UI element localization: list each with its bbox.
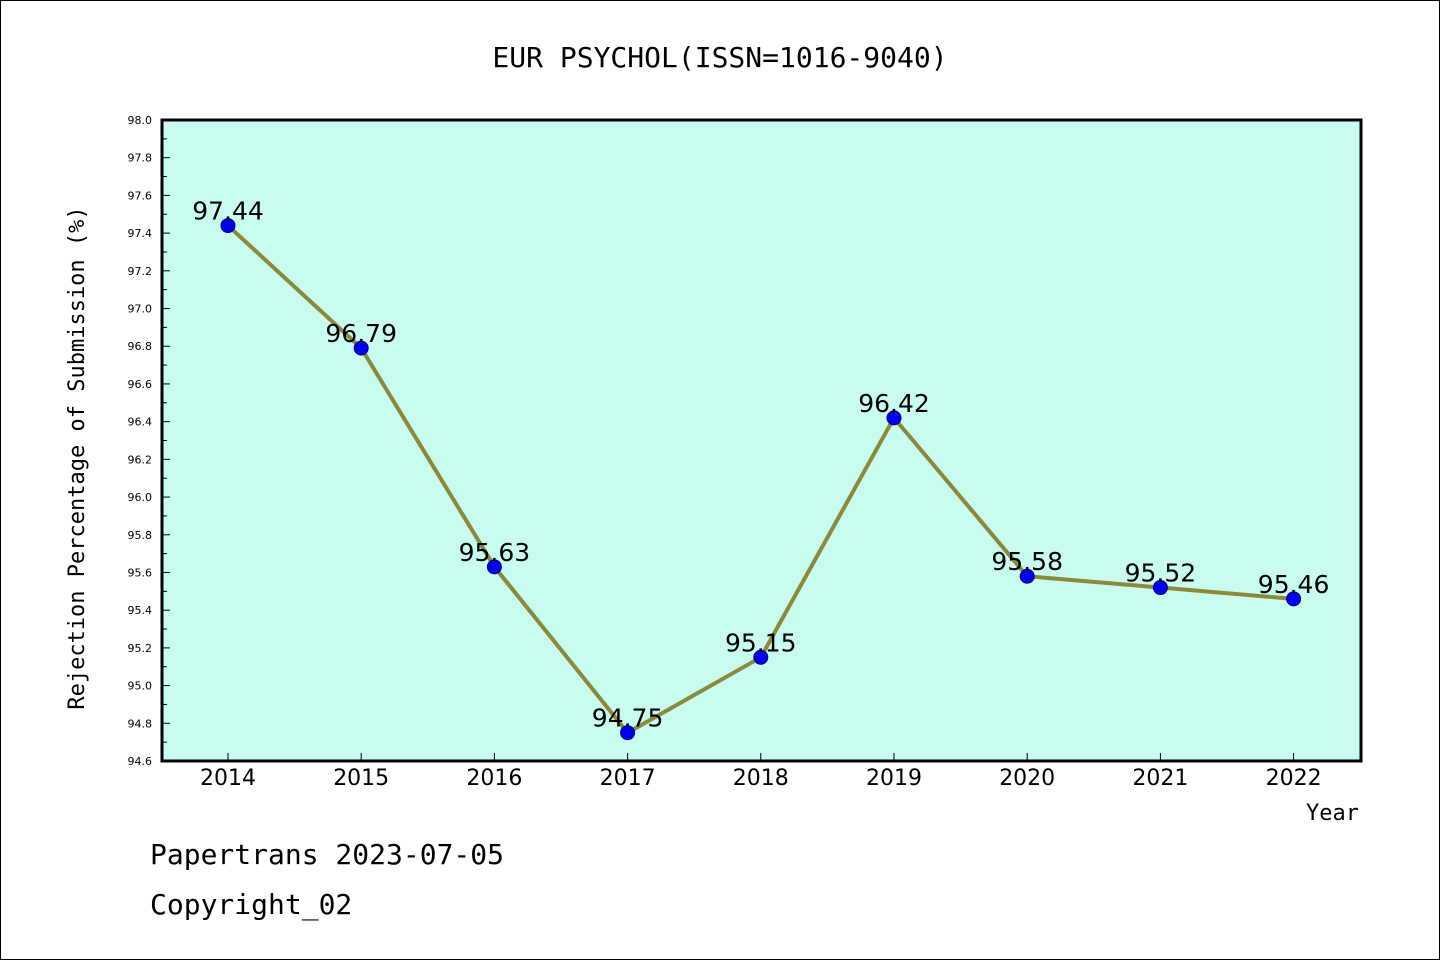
y-tick-label: 97.6 [128,189,153,202]
data-point [1286,591,1302,607]
x-tick-label: 2021 [1132,766,1188,791]
y-axis: 94.6 94.8 95.0 95.2 95.4 95.6 95.8 96.0 96.2 96.4… [128,114,170,768]
y-tick-label: 97.2 [128,265,153,278]
data-point [1152,580,1168,596]
series-markers [220,218,1302,741]
data-point [486,559,502,575]
x-tick-label: 2017 [600,766,656,791]
x-tick-label: 2022 [1266,766,1322,791]
y-tick-label: 96.8 [128,340,153,353]
y-tick-label: 94.8 [128,717,153,730]
data-label: 95.46 [1258,570,1330,599]
x-tick-label: 2019 [866,766,922,791]
y-tick-label: 96.6 [128,378,153,391]
x-axis-label: Year [1306,801,1359,826]
y-tick-label: 97.0 [128,303,153,316]
x-tick-label: 2018 [733,766,789,791]
y-tick-label: 95.2 [128,642,153,655]
x-axis: 2014 2015 2016 2017 2018 2019 2020 2021 2022 [200,753,1322,791]
footer-date: Papertrans 2023-07-05 [150,838,504,871]
data-label: 95.52 [1125,559,1197,588]
data-label: 95.58 [991,547,1063,576]
x-tick-label: 2014 [200,766,256,791]
data-label: 94.75 [592,704,664,733]
y-tick-label: 95.0 [128,680,153,693]
y-tick-label: 94.6 [128,755,153,768]
x-tick-label: 2016 [466,766,522,791]
data-point [620,725,636,741]
y-tick-label: 97.8 [128,152,153,165]
data-label: 96.42 [858,389,930,418]
y-tick-label: 98.0 [128,114,153,127]
data-point [886,410,902,426]
data-point [1019,568,1035,584]
x-tick-label: 2015 [333,766,389,791]
data-point [220,218,236,234]
data-label: 95.15 [725,628,797,657]
data-point [753,649,769,665]
y-axis-label: Rejection Percentage of Submission (%) [65,206,90,709]
y-tick-label: 95.8 [128,529,153,542]
data-label: 96.79 [325,319,397,348]
y-tick-label: 97.4 [128,227,153,240]
y-tick-label: 95.6 [128,566,153,579]
y-tick-label: 96.2 [128,453,153,466]
y-tick-label: 95.4 [128,604,153,617]
data-label: 97.44 [192,197,264,226]
chart-title: EUR PSYCHOL(ISSN=1016-9040) [492,41,947,74]
y-tick-label: 96.4 [128,416,153,429]
footer-copyright: Copyright_02 [150,888,352,922]
data-labels: 97.44 96.79 95.63 94.75 95.15 96.42 95.58 95.52… [192,197,1329,733]
data-label: 95.63 [459,538,531,567]
plot-area [160,118,1363,763]
y-tick-label: 96.0 [128,491,153,504]
x-tick-label: 2020 [999,766,1055,791]
data-point [353,340,369,356]
